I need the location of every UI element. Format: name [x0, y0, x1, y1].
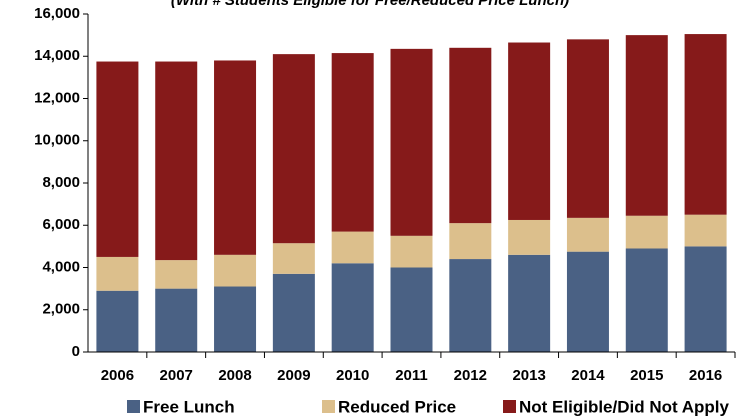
- bar-segment: [566, 217, 609, 252]
- legend-label: Free Lunch: [143, 397, 235, 416]
- y-tick-label: 4,000: [42, 258, 80, 275]
- bar-segment: [449, 259, 492, 352]
- bar-segment: [331, 53, 374, 232]
- bar-segment: [96, 290, 139, 352]
- x-tick-label: 2011: [395, 367, 428, 384]
- bar-segment: [96, 256, 139, 291]
- y-tick-label: 10,000: [34, 132, 80, 149]
- bar-segment: [331, 231, 374, 264]
- bar-segment: [684, 34, 727, 215]
- x-tick-label: 2012: [454, 367, 487, 384]
- bar-segment: [566, 251, 609, 352]
- bar-segment: [625, 248, 668, 352]
- bar-segment: [214, 60, 257, 255]
- y-tick-label: 8,000: [42, 174, 80, 191]
- x-tick-label: 2016: [689, 367, 722, 384]
- bar-segment: [155, 61, 198, 261]
- bar-segment: [155, 288, 198, 352]
- legend-swatch: [503, 400, 516, 413]
- bar-segment: [508, 254, 551, 352]
- x-tick-label: 2007: [160, 367, 193, 384]
- bar-segment: [272, 243, 315, 274]
- chart-subtitle: (With # Students Eligible for Free/Reduc…: [171, 0, 569, 9]
- bar-segment: [625, 35, 668, 216]
- x-tick-label: 2015: [630, 367, 663, 384]
- bar-segment: [684, 246, 727, 352]
- bar-segment: [390, 48, 433, 236]
- x-tick-label: 2014: [571, 367, 605, 384]
- bar-segment: [566, 39, 609, 218]
- bar-segment: [272, 54, 315, 244]
- bar-segment: [331, 263, 374, 352]
- bar-segment: [625, 215, 668, 249]
- x-tick-label: 2009: [277, 367, 310, 384]
- x-tick-label: 2008: [218, 367, 251, 384]
- bar-segment: [96, 61, 139, 257]
- bar-segment: [155, 260, 198, 289]
- x-tick-label: 2010: [336, 367, 369, 384]
- bar-segment: [684, 214, 727, 247]
- bar-segment: [214, 286, 257, 352]
- bar-segment: [272, 273, 315, 352]
- bar-segment: [449, 47, 492, 224]
- bar-segment: [449, 223, 492, 260]
- legend-label: Reduced Price: [338, 397, 456, 416]
- y-tick-label: 6,000: [42, 216, 80, 233]
- y-tick-label: 14,000: [34, 47, 80, 64]
- bar-segment: [214, 254, 257, 287]
- legend-swatch: [127, 400, 140, 413]
- y-tick-label: 2,000: [42, 301, 80, 318]
- legend-label: Not Eligible/Did Not Apply: [519, 397, 730, 416]
- bar-segment: [508, 219, 551, 255]
- y-tick-label: 12,000: [34, 89, 80, 106]
- bar-segment: [390, 235, 433, 268]
- y-tick-label: 0: [72, 343, 80, 360]
- y-tick-label: 16,000: [34, 5, 80, 22]
- bar-segment: [390, 267, 433, 352]
- x-tick-label: 2006: [101, 367, 134, 384]
- legend-swatch: [322, 400, 335, 413]
- x-tick-label: 2013: [512, 367, 545, 384]
- bar-segment: [508, 42, 551, 220]
